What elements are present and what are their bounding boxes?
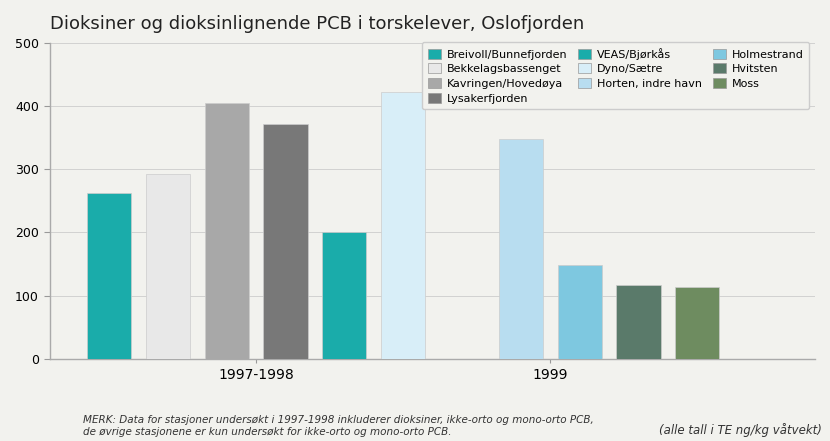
- Bar: [381, 92, 425, 359]
- Text: (alle tall i TE ng/kg våtvekt): (alle tall i TE ng/kg våtvekt): [659, 422, 822, 437]
- Bar: [204, 103, 249, 359]
- Bar: [617, 285, 661, 359]
- Text: MERK: Data for stasjoner undersøkt i 1997-1998 inkluderer dioksiner, ikke-orto o: MERK: Data for stasjoner undersøkt i 199…: [83, 415, 593, 437]
- Bar: [146, 174, 190, 359]
- Bar: [558, 265, 602, 359]
- Legend: Breivoll/Bunnefjorden, Bekkelagsbassenget, Kavringen/Hovedøya, Lysakerfjorden, V: Breivoll/Bunnefjorden, Bekkelagsbassenge…: [422, 42, 809, 109]
- Bar: [322, 232, 366, 359]
- Bar: [263, 124, 308, 359]
- Bar: [499, 139, 543, 359]
- Text: Dioksiner og dioksinlignende PCB i torskelever, Oslofjorden: Dioksiner og dioksinlignende PCB i torsk…: [50, 15, 584, 33]
- Bar: [87, 193, 131, 359]
- Bar: [676, 288, 720, 359]
